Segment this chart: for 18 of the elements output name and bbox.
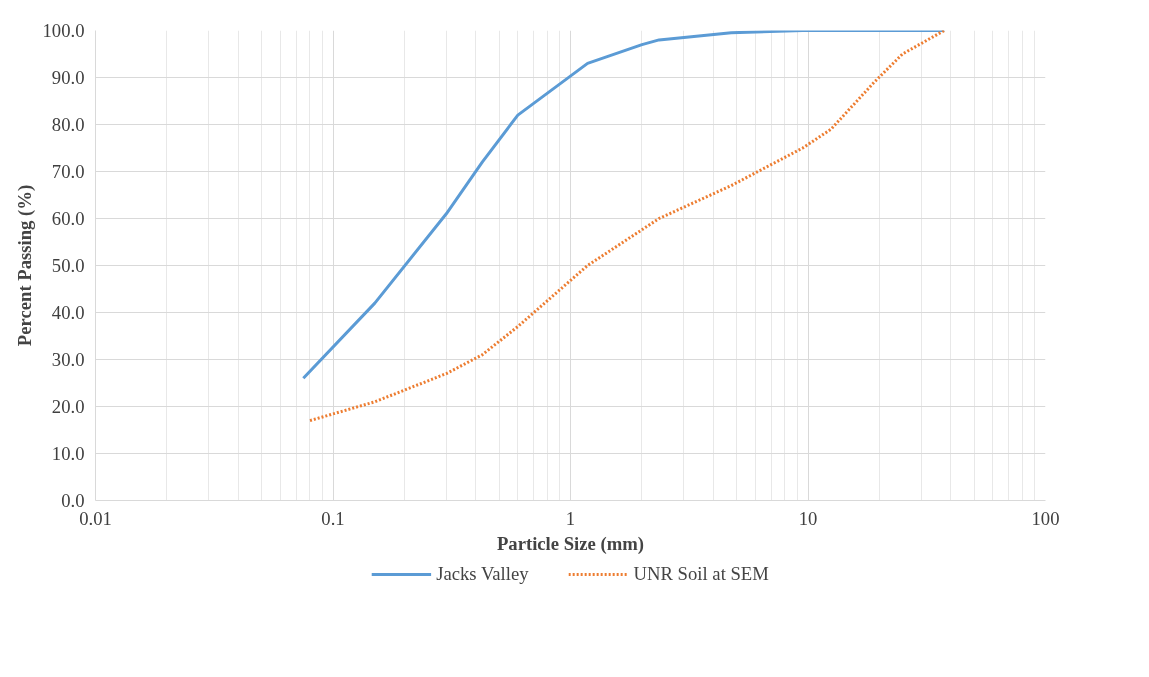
y-tick-label: 30.0 — [51, 349, 85, 370]
y-tick-label: 100.0 — [42, 20, 85, 41]
x-tick-label: 0.1 — [321, 507, 345, 529]
x-tick-label: 10 — [798, 507, 818, 529]
y-tick-label: 40.0 — [51, 302, 85, 323]
x-tick-label: 100 — [1031, 507, 1060, 529]
y-tick-label: 60.0 — [51, 208, 85, 229]
y-tick-label: 10.0 — [51, 443, 85, 464]
y-tick-label: 70.0 — [51, 161, 85, 182]
y-tick-label: 20.0 — [51, 396, 85, 417]
x-axis-title: Particle Size (mm) — [496, 532, 645, 555]
legend-label: UNR Soil at SEM — [633, 563, 769, 585]
legend-label: Jacks Valley — [436, 563, 529, 585]
x-tick-label: 1 — [565, 507, 576, 529]
y-tick-label: 80.0 — [51, 114, 85, 135]
y-axis-title: Percent Passing (%) — [13, 184, 36, 347]
y-tick-label: 50.0 — [51, 255, 85, 276]
y-tick-label: 90.0 — [51, 67, 85, 88]
